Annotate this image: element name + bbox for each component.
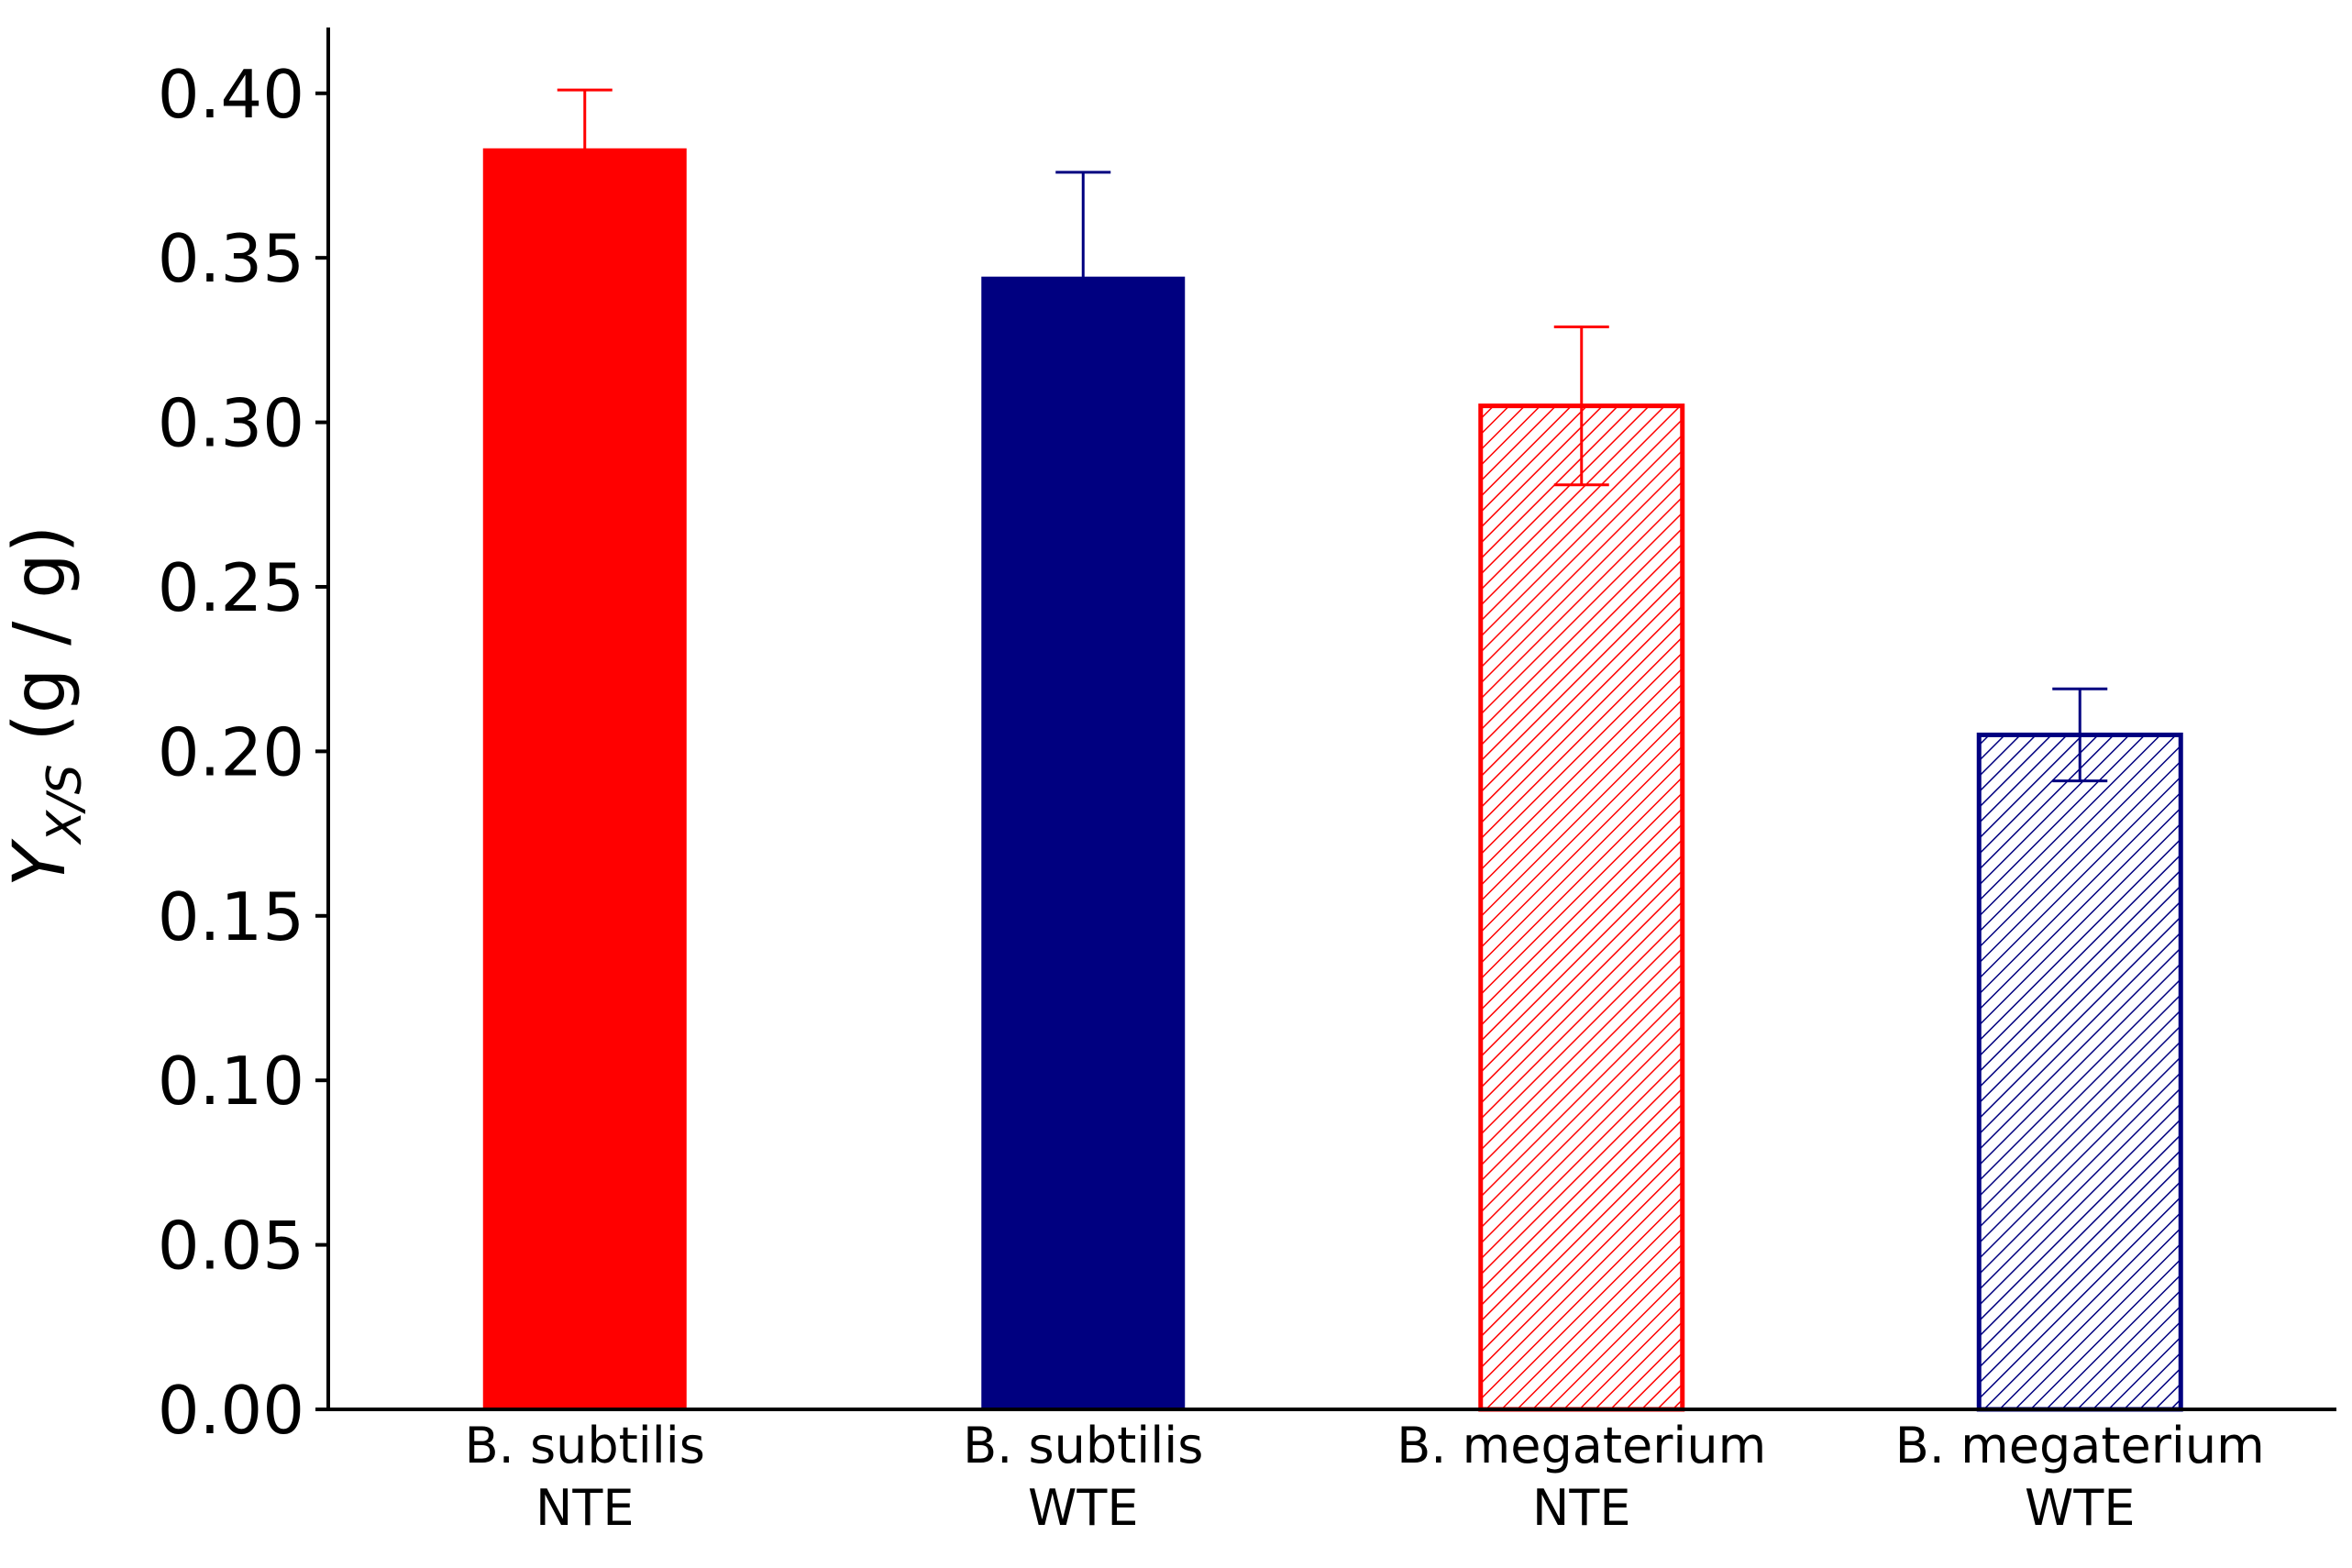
- y-tick-label: 0.35: [158, 220, 304, 297]
- y-axis-title: YX/S (g / g): [0, 525, 93, 887]
- x-tick-label: NTE: [1532, 1479, 1631, 1537]
- y-axis-title-subscript: X/S: [38, 764, 93, 845]
- x-tick-label: WTE: [2025, 1479, 2136, 1537]
- x-tick-label: B. subtilis: [963, 1417, 1203, 1474]
- bar: [1976, 732, 2183, 1412]
- y-tick-label: 0.30: [158, 385, 304, 462]
- y-tick-label: 0.25: [158, 549, 304, 626]
- x-tick-label: NTE: [536, 1479, 635, 1537]
- y-tick-label: 0.05: [158, 1208, 304, 1285]
- y-axis-title-main: Y: [0, 838, 82, 887]
- x-tick-label: B. subtilis: [465, 1417, 705, 1474]
- error-bars: [557, 88, 2108, 783]
- y-tick-label: 0.40: [158, 56, 304, 133]
- y-axis-ticks: 0.00 0.05 0.10 0.15 0.20 0.25 0.30 0.35 0.40: [158, 56, 328, 1449]
- y-tick-label: 0.20: [158, 713, 304, 790]
- y-tick-label: 0.00: [158, 1372, 304, 1449]
- x-tick-label: WTE: [1028, 1479, 1139, 1537]
- x-tick-label: B. megaterium: [1895, 1417, 2265, 1474]
- bar: [482, 148, 687, 1410]
- y-axis-title-unit: (g / g): [0, 525, 82, 765]
- bars: [482, 148, 2183, 1412]
- bar: [1478, 403, 1685, 1412]
- y-tick-label: 0.10: [158, 1043, 304, 1120]
- bar: [981, 276, 1186, 1411]
- x-tick-label: B. megaterium: [1397, 1417, 1766, 1474]
- y-tick-label: 0.15: [158, 878, 304, 955]
